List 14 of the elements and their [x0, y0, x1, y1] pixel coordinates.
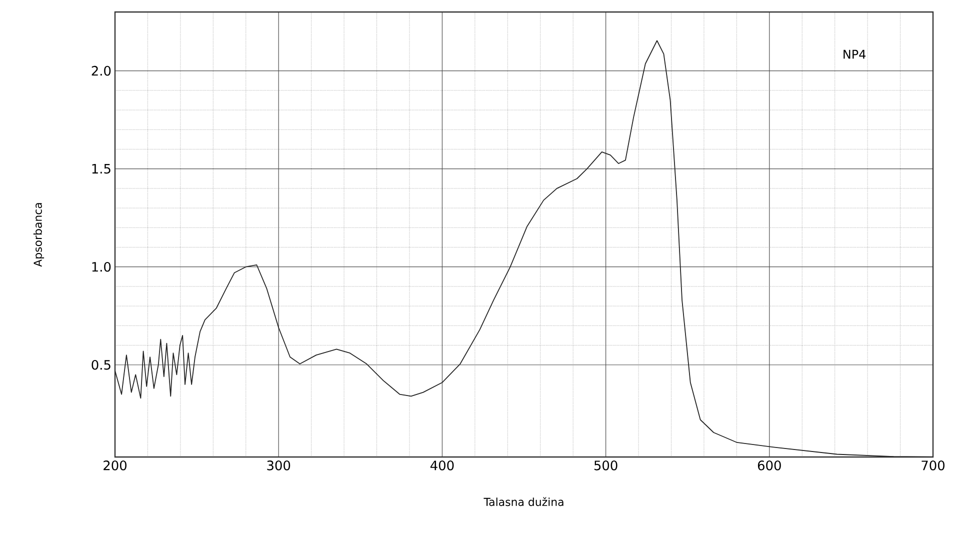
- x-tick-label: 400: [430, 460, 454, 470]
- x-tick-label: 700: [922, 460, 944, 470]
- y-tick-label: 1.0: [92, 262, 111, 272]
- line-series: [115, 40, 934, 457]
- y-axis-title: Apsorbanca: [33, 203, 44, 267]
- x-tick-label: 300: [267, 460, 290, 470]
- x-tick-label: 500: [594, 460, 618, 470]
- x-axis-title: Talasna dužina: [484, 497, 564, 506]
- y-tick-label: 0.5: [92, 360, 110, 370]
- y-tick-label: 1.5: [92, 164, 110, 174]
- text: NP4: [844, 50, 866, 59]
- x-tick-label: 600: [758, 460, 781, 470]
- x-tick-label: 200: [104, 460, 126, 470]
- y-tick-label: 2.0: [92, 66, 111, 76]
